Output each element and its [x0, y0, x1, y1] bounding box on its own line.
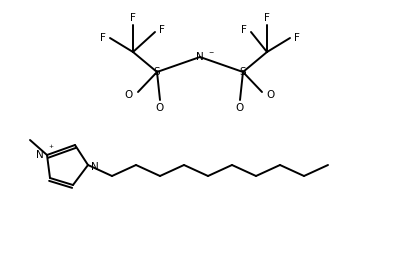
- Text: F: F: [159, 25, 164, 35]
- Text: O: O: [266, 90, 275, 100]
- Text: O: O: [156, 103, 164, 113]
- Text: $^{+}$: $^{+}$: [48, 144, 54, 153]
- Text: O: O: [235, 103, 243, 113]
- Text: F: F: [293, 33, 299, 43]
- Text: F: F: [100, 33, 106, 43]
- Text: S: S: [153, 67, 160, 77]
- Text: N: N: [36, 150, 44, 160]
- Text: N: N: [91, 162, 99, 172]
- Text: O: O: [125, 90, 133, 100]
- Text: F: F: [263, 13, 269, 23]
- Text: N: N: [196, 52, 203, 62]
- Text: S: S: [239, 67, 246, 77]
- Text: F: F: [241, 25, 246, 35]
- Text: F: F: [130, 13, 136, 23]
- Text: $^{-}$: $^{-}$: [207, 49, 214, 57]
